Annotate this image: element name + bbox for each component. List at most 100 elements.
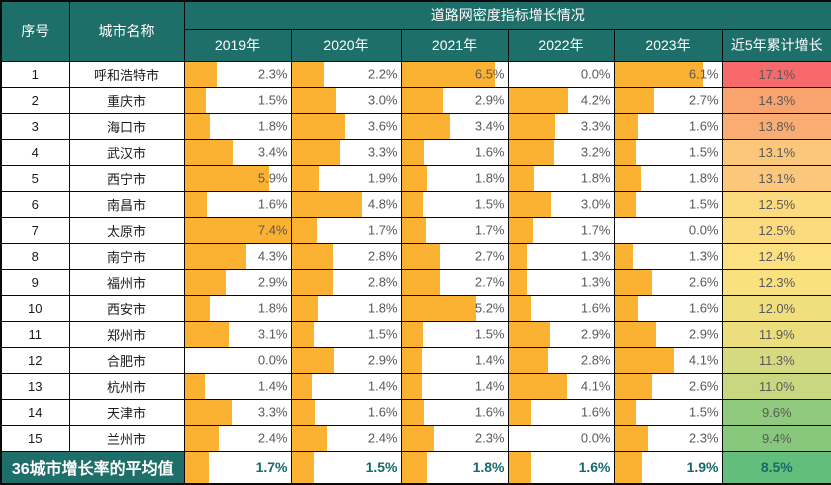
growth-cell: 1.5% — [290, 320, 402, 348]
data-bar — [615, 270, 653, 294]
city-name: 南昌市 — [68, 190, 185, 218]
growth-value: 0.0% — [580, 66, 611, 82]
data-bar — [402, 192, 423, 216]
growth-value: 2.6% — [688, 274, 719, 290]
growth-cell: 2.9% — [183, 268, 292, 296]
data-bar — [509, 400, 532, 424]
growth-cell: 1.8% — [613, 164, 723, 192]
growth-value: 3.0% — [580, 196, 611, 212]
growth-cell: 1.3% — [507, 242, 615, 270]
growth-value: 2.8% — [580, 352, 611, 368]
row-number: 3 — [0, 112, 70, 140]
growth-value: 1.6% — [688, 300, 719, 316]
growth-value: 0.0% — [580, 430, 611, 446]
data-bar — [509, 218, 533, 242]
growth-cell: 4.3% — [183, 242, 292, 270]
growth-value: 1.7% — [474, 222, 505, 238]
row-number: 1 — [0, 60, 70, 88]
growth-value: 2.8% — [367, 248, 398, 264]
growth-value: 3.4% — [257, 144, 288, 160]
data-bar — [509, 192, 552, 216]
growth-cell: 1.5% — [290, 450, 402, 485]
city-name: 兰州市 — [68, 424, 185, 452]
cumulative-growth-cell: 12.0% — [721, 294, 831, 322]
data-bar — [292, 322, 314, 346]
data-bar — [402, 62, 495, 86]
cumulative-growth-cell: 12.5% — [721, 190, 831, 218]
growth-value: 1.5% — [688, 404, 719, 420]
growth-cell: 1.8% — [183, 294, 292, 322]
data-bar — [292, 452, 314, 483]
data-bar — [402, 88, 444, 112]
growth-cell: 2.6% — [613, 372, 723, 400]
growth-cell: 1.5% — [613, 138, 723, 166]
growth-cell: 4.8% — [290, 190, 402, 218]
growth-cell: 1.7% — [400, 216, 509, 244]
data-bar — [185, 88, 206, 112]
cumulative-growth-cell: 12.5% — [721, 216, 831, 244]
city-name: 天津市 — [68, 398, 185, 426]
growth-cell: 1.9% — [613, 450, 723, 485]
growth-value: 0.0% — [688, 222, 719, 238]
cumulative-growth-cell: 11.3% — [721, 346, 831, 374]
row-number: 12 — [0, 346, 70, 374]
data-bar — [615, 322, 657, 346]
city-name: 郑州市 — [68, 320, 185, 348]
table-body: 1 呼和浩特市 2.3% 2.2% 6.5% 0.0% 6.1% 17.1% 2 重庆市 1.5% 3… — [0, 60, 831, 452]
cumulative-growth-cell: 13.8% — [721, 112, 831, 140]
growth-value: 3.1% — [257, 326, 288, 342]
data-bar — [509, 452, 532, 483]
data-bar — [615, 62, 703, 86]
growth-value: 3.6% — [367, 118, 398, 134]
growth-cell: 1.9% — [290, 164, 402, 192]
data-bar — [509, 88, 569, 112]
data-bar — [615, 452, 642, 483]
growth-cell: 1.8% — [290, 294, 402, 322]
table-header: 序号 城市名称 道路网密度指标增长情况 2019年 2020年 2021年 20… — [0, 0, 831, 62]
data-bar — [185, 114, 211, 138]
column-header-2019: 2019年 — [183, 28, 292, 62]
growth-cell: 2.7% — [400, 242, 509, 270]
data-bar — [402, 270, 441, 294]
growth-cell: 2.7% — [400, 268, 509, 296]
table-row: 6 南昌市 1.6% 4.8% 1.5% 3.0% 1.5% 12.5% — [0, 190, 831, 218]
data-bar — [509, 114, 556, 138]
growth-cell: 0.0% — [507, 60, 615, 88]
growth-value: 2.7% — [474, 248, 505, 264]
growth-value: 1.6% — [580, 404, 611, 420]
growth-value: 3.0% — [367, 92, 398, 108]
growth-cell: 1.6% — [290, 398, 402, 426]
growth-cell: 2.9% — [507, 320, 615, 348]
growth-value: 1.6% — [578, 459, 611, 476]
data-bar — [292, 166, 320, 190]
growth-value: 2.8% — [367, 274, 398, 290]
city-name: 太原市 — [68, 216, 185, 244]
cumulative-growth-cell: 9.4% — [721, 424, 831, 452]
growth-value: 1.8% — [367, 300, 398, 316]
growth-value: 3.3% — [367, 144, 398, 160]
growth-cell: 1.6% — [613, 112, 723, 140]
growth-value: 1.8% — [474, 170, 505, 186]
data-bar — [509, 166, 535, 190]
growth-value: 1.5% — [257, 92, 288, 108]
growth-cell: 1.6% — [183, 190, 292, 218]
data-bar — [185, 452, 209, 483]
growth-cell: 2.9% — [400, 86, 509, 114]
data-bar — [185, 270, 227, 294]
growth-value: 4.2% — [580, 92, 611, 108]
cumulative-growth-cell: 12.3% — [721, 268, 831, 296]
data-bar — [402, 452, 428, 483]
cumulative-growth-cell: 12.4% — [721, 242, 831, 270]
city-name: 武汉市 — [68, 138, 185, 166]
city-name: 合肥市 — [68, 346, 185, 374]
data-bar — [615, 400, 637, 424]
growth-value: 2.9% — [688, 326, 719, 342]
data-bar — [615, 426, 648, 450]
table-row: 1 呼和浩特市 2.3% 2.2% 6.5% 0.0% 6.1% 17.1% — [0, 60, 831, 88]
row-number: 4 — [0, 138, 70, 166]
growth-value: 0.0% — [257, 352, 288, 368]
city-name: 福州市 — [68, 268, 185, 296]
growth-value: 1.3% — [580, 248, 611, 264]
growth-cell: 3.6% — [290, 112, 402, 140]
growth-cell: 4.1% — [613, 346, 723, 374]
